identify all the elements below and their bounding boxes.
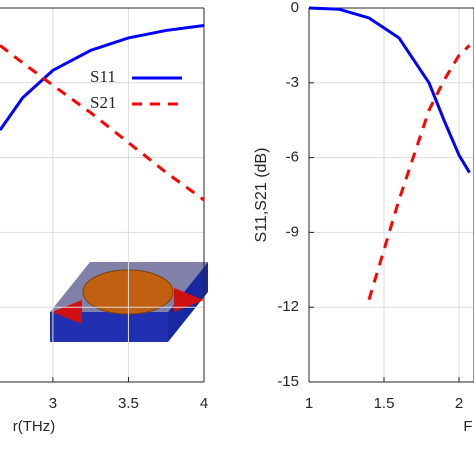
axes-box xyxy=(308,7,474,383)
y-tick-label: -12 xyxy=(277,298,299,315)
x-tick-label: 2 xyxy=(455,395,463,412)
x-tick-label: 3.5 xyxy=(118,395,139,412)
y-axis-label: S11,S21 (dB) xyxy=(253,148,270,243)
y-tick-label: 0 xyxy=(291,0,299,16)
x-tick-label: 3 xyxy=(49,395,57,412)
y-tick-label: -9 xyxy=(286,223,299,240)
series-line xyxy=(308,6,471,174)
axes-box xyxy=(0,7,205,383)
y-tick-label: -3 xyxy=(286,74,299,91)
y-tick-label: -6 xyxy=(286,149,299,166)
series-line xyxy=(0,44,205,202)
x-tick-label: 4 xyxy=(200,395,208,412)
inset-illustration xyxy=(50,262,208,342)
x-axis-label: r(THz) xyxy=(13,418,55,435)
x-axis-label: F xyxy=(463,418,472,435)
series-line xyxy=(0,23,205,132)
x-tick-label: 1.5 xyxy=(374,395,395,412)
x-tick-label: 1 xyxy=(305,395,313,412)
y-tick-label: -15 xyxy=(277,373,299,390)
legend-label: S11 xyxy=(90,67,116,86)
legend-label: S21 xyxy=(90,93,116,112)
